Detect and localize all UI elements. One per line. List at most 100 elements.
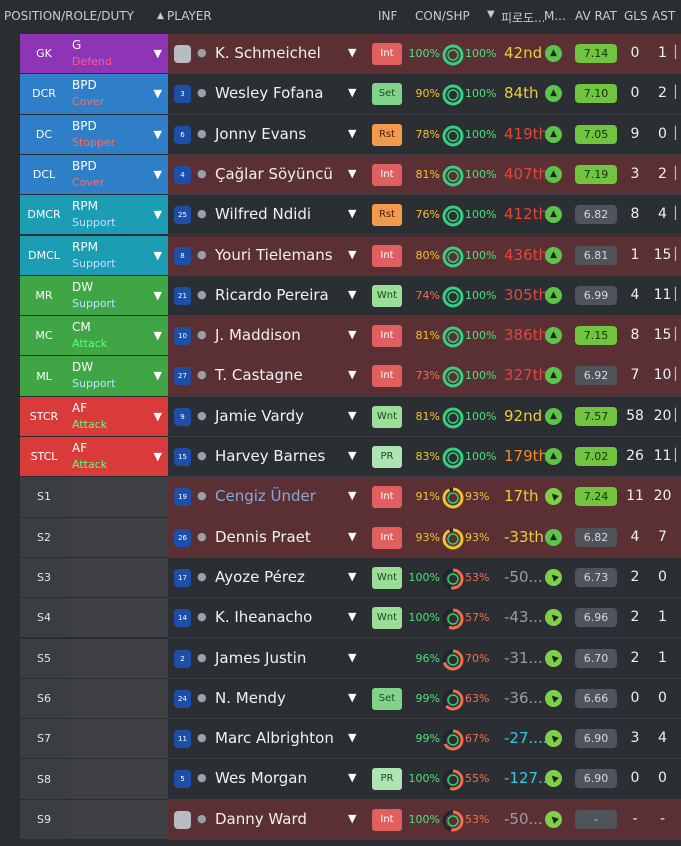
chevron-down-icon[interactable]: ▼ [153,87,162,101]
chevron-down-icon[interactable]: ▼ [348,287,357,301]
position-label[interactable]: DCL [20,154,68,195]
header-av-rat[interactable]: AV RAT [575,9,617,23]
role-duty-selector[interactable] [68,517,168,557]
player-name[interactable]: Jamie Vardy [215,406,304,425]
player-name[interactable]: Ricardo Pereira [215,285,329,304]
chevron-down-icon[interactable]: ▼ [153,450,162,463]
player-name[interactable]: Çağlar Söyüncü [215,164,333,183]
chevron-down-icon[interactable]: ▼ [348,731,357,745]
role-duty-selector[interactable]: BPD Stopper ▼ [68,114,168,154]
table-row[interactable]: STCL AF Attack ▼ 15 ● Harvey Barnes ▼ PR 83% 100% 1… [0,437,681,478]
player-name[interactable]: J. Maddison [215,326,301,345]
role-duty-selector[interactable]: RPM Support ▼ [68,235,168,275]
chevron-down-icon[interactable]: ▼ [153,208,162,222]
position-label[interactable]: S8 [20,759,68,799]
position-label[interactable]: S1 [20,477,68,517]
chevron-down-icon[interactable]: ▼ [348,811,357,825]
player-name[interactable]: James Justin [215,648,307,667]
position-label[interactable]: DMCR [20,195,68,235]
position-label[interactable]: MC [20,316,68,356]
table-row[interactable]: STCR AF Attack ▼ 9 ● Jamie Vardy ▼ Wnt 81% 100% 92n… [0,396,681,437]
table-row[interactable]: DC BPD Stopper ▼ 6 ● Jonny Evans ▼ Rst 78% 100% 419… [0,114,681,155]
chevron-down-icon[interactable]: ▼ [348,46,357,59]
position-label[interactable]: S4 [20,598,68,638]
player-name[interactable]: Ayoze Pérez [215,567,305,586]
player-name[interactable]: K. Schmeichel [215,44,321,62]
role-duty-selector[interactable]: RPM Support ▼ [68,195,168,235]
table-row[interactable]: GK G Defend ▼ ● K. Schmeichel ▼ Int 100% 100% 42nd… [0,34,681,75]
role-duty-selector[interactable] [68,557,168,598]
player-name[interactable]: Marc Albrighton [215,729,334,748]
table-row[interactable]: S4 14 ● K. Iheanacho ▼ Wnt 100% 57% -43... ◀ 6.96 2… [0,598,681,639]
player-name[interactable]: Danny Ward [215,809,307,828]
table-row[interactable]: S5 2 ● James Justin ▼ 96% 70% -31... ◀ 6.70 2 1 [0,638,681,679]
chevron-down-icon[interactable]: ▼ [153,288,162,302]
header-gls[interactable]: GLS [624,9,648,23]
role-duty-selector[interactable] [68,759,168,799]
table-row[interactable]: S1 19 ● Cengiz Ünder ▼ Int 91% 93% 17th ◀ 7.24 11 20 [0,477,681,518]
header-inf[interactable]: INF [378,9,398,23]
table-row[interactable]: MR DW Support ▼ 21 ● Ricardo Pereira ▼ Wnt 74% 100… [0,275,681,317]
role-duty-selector[interactable]: AF Attack ▼ [68,437,168,477]
table-row[interactable]: S3 17 ● Ayoze Pérez ▼ Wnt 100% 53% -50... ◀ 6.73 2 0 [0,557,681,599]
chevron-down-icon[interactable]: ▼ [348,569,357,583]
player-name[interactable]: Wes Morgan [215,769,308,788]
player-name[interactable]: Harvey Barnes [215,447,326,465]
position-label[interactable]: DCR [20,74,68,114]
position-label[interactable]: STCR [20,396,68,436]
table-row[interactable]: DCR BPD Cover ▼ 3 ● Wesley Fofana ▼ Set 90% 100% 84… [0,74,681,115]
position-label[interactable]: ML [20,356,68,396]
position-label[interactable]: GK [20,34,68,74]
position-label[interactable]: S7 [20,719,68,759]
player-name[interactable]: Cengiz Ünder [215,487,316,506]
role-duty-selector[interactable] [68,638,168,678]
chevron-down-icon[interactable]: ▼ [153,369,162,383]
header-player[interactable]: PLAYER [167,9,212,23]
position-label[interactable]: STCL [20,437,68,477]
chevron-down-icon[interactable]: ▼ [153,167,162,181]
chevron-down-icon[interactable]: ▼ [348,408,357,422]
chevron-down-icon[interactable]: ▼ [348,489,357,503]
chevron-down-icon[interactable]: ▼ [348,610,357,624]
chevron-down-icon[interactable]: ▼ [153,127,162,141]
position-label[interactable]: S5 [20,638,68,678]
chevron-down-icon[interactable]: ▼ [348,328,357,342]
header-con-shp[interactable]: CON/SHP [415,9,470,23]
table-row[interactable]: MC CM Attack ▼ 10 ● J. Maddison ▼ Int 81% 100% 386t… [0,316,681,357]
role-duty-selector[interactable]: DW Support ▼ [68,275,168,316]
chevron-down-icon[interactable]: ▼ [153,248,162,262]
role-duty-selector[interactable] [68,799,168,839]
chevron-down-icon[interactable]: ▼ [153,47,162,60]
chevron-down-icon[interactable]: ▼ [487,9,495,20]
header-position-role-duty[interactable]: POSITION/ROLE/DUTY [4,9,134,23]
table-row[interactable]: ML DW Support ▼ 27 ● T. Castagne ▼ Int 73% 100% 327… [0,356,681,397]
chevron-down-icon[interactable]: ▼ [348,368,357,382]
player-name[interactable]: Wesley Fofana [215,84,324,103]
table-row[interactable]: S7 11 ● Marc Albrighton ▼ 99% 67% -27.... ◀ 6.90 3… [0,719,681,760]
position-label[interactable]: S3 [20,557,68,598]
role-duty-selector[interactable]: AF Attack ▼ [68,396,168,436]
chevron-down-icon[interactable]: ▼ [348,86,357,100]
chevron-down-icon[interactable]: ▼ [348,650,357,664]
table-row[interactable]: DMCL RPM Support ▼ 8 ● Youri Tielemans ▼ Int 80% 1… [0,235,681,276]
chevron-down-icon[interactable]: ▼ [348,166,357,180]
player-name[interactable]: Dennis Praet [215,527,311,546]
chevron-down-icon[interactable]: ▼ [348,247,357,261]
player-name[interactable]: Jonny Evans [215,124,307,143]
position-label[interactable]: S9 [20,799,68,839]
player-name[interactable]: N. Mendy [215,688,286,707]
role-duty-selector[interactable]: BPD Cover ▼ [68,74,168,114]
role-duty-selector[interactable] [68,719,168,759]
role-duty-selector[interactable]: BPD Cover ▼ [68,154,168,195]
header-form[interactable]: 피로도... [501,11,544,25]
role-duty-selector[interactable]: DW Support ▼ [68,356,168,396]
header-m[interactable]: M... [544,9,566,23]
position-label[interactable]: S2 [20,517,68,557]
role-duty-selector[interactable]: G Defend ▼ [68,34,168,74]
role-duty-selector[interactable] [68,678,168,719]
table-row[interactable]: S2 26 ● Dennis Praet ▼ Int 93% 93% -33th ▲ 6.82 4 7 [0,517,681,558]
position-label[interactable]: DMCL [20,235,68,275]
table-row[interactable]: DCL BPD Cover ▼ 4 ● Çağlar Söyüncü ▼ Int 81% 100% 4… [0,154,681,196]
chevron-down-icon[interactable]: ▼ [348,690,357,704]
position-label[interactable]: S6 [20,678,68,719]
